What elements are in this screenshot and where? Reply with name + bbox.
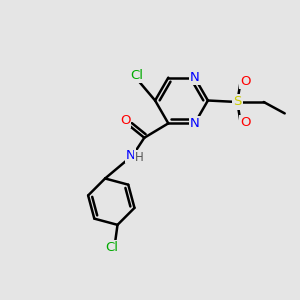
- Text: N: N: [190, 71, 200, 84]
- Text: O: O: [120, 114, 130, 127]
- Text: S: S: [233, 95, 242, 109]
- Text: O: O: [241, 116, 251, 129]
- Text: N: N: [190, 117, 200, 130]
- Text: N: N: [126, 149, 135, 162]
- Text: H: H: [135, 151, 144, 164]
- Text: Cl: Cl: [130, 69, 144, 82]
- Text: O: O: [241, 75, 251, 88]
- Text: Cl: Cl: [105, 241, 118, 254]
